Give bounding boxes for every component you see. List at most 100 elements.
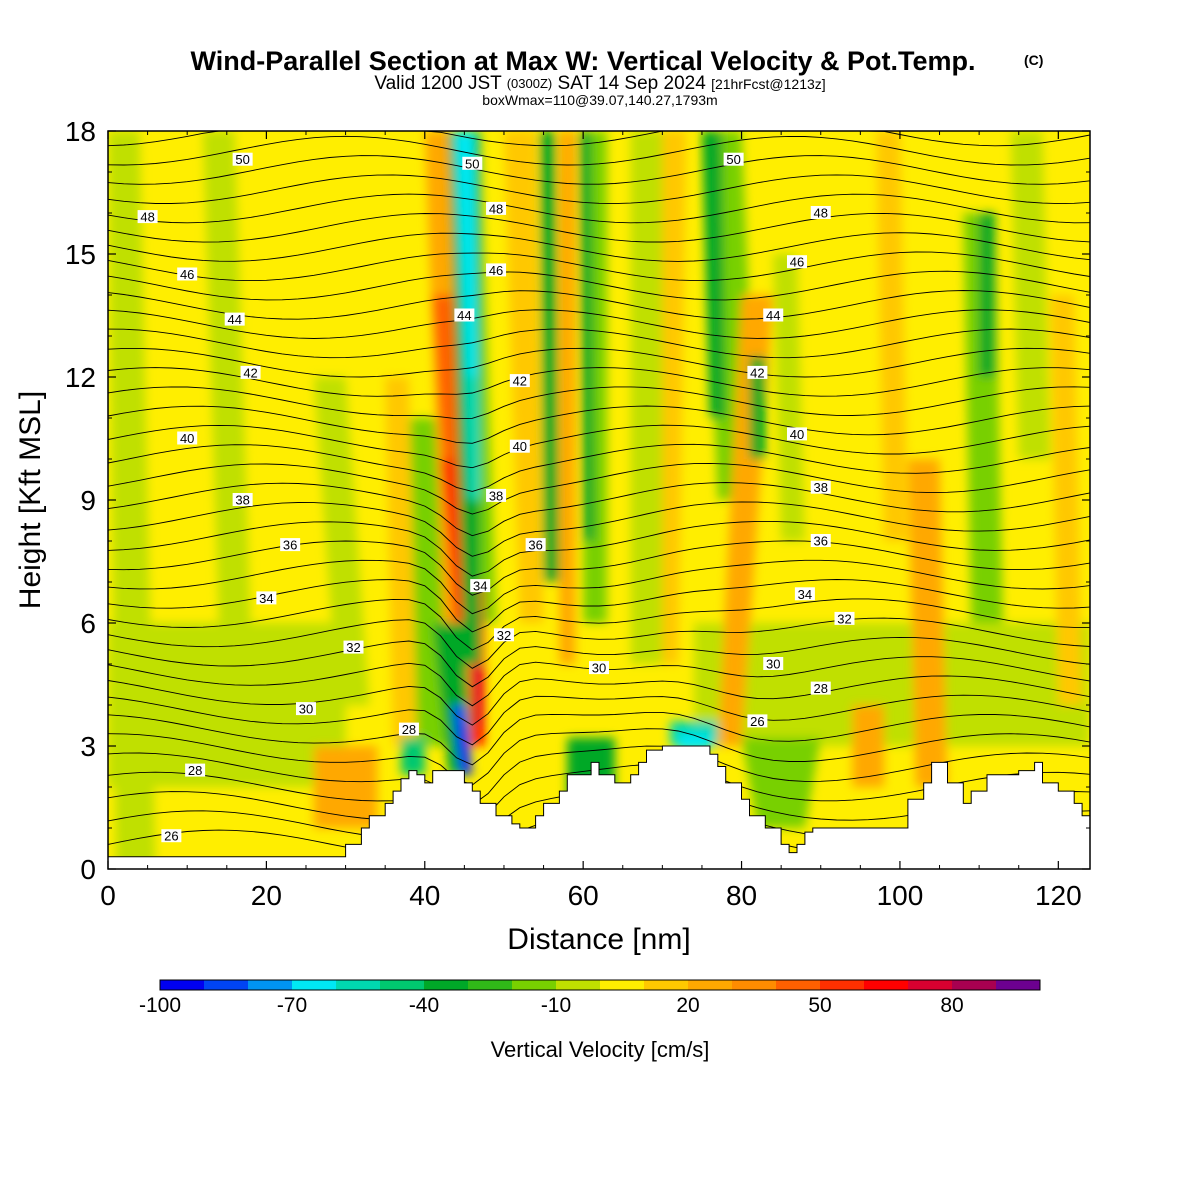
field-band	[1010, 131, 1051, 459]
contour-label-box	[810, 206, 831, 219]
chart-title: Wind-Parallel Section at Max W: Vertical…	[191, 46, 976, 76]
contour-label: 48	[814, 206, 828, 221]
colorbar	[159, 979, 1041, 991]
contour-line	[108, 501, 1090, 557]
contour-label: 34	[259, 591, 273, 606]
contour-label: 40	[790, 427, 804, 442]
contour-label: 42	[513, 374, 527, 389]
contour-label-box	[240, 365, 261, 379]
copyright-mark: (C)	[1024, 52, 1043, 68]
contour-line	[108, 174, 1090, 205]
colorbar-swatch	[160, 980, 205, 990]
colorbar-swatch	[248, 980, 293, 990]
field-band	[1050, 295, 1083, 705]
x-tick-label: 100	[877, 880, 924, 911]
contour-label: 38	[814, 480, 828, 495]
contour-label: 50	[465, 156, 479, 171]
contour-label: 46	[180, 267, 194, 282]
contour-label-box	[177, 267, 198, 281]
contour-label-box	[509, 374, 530, 388]
colorbar-swatch	[204, 980, 249, 990]
colorbar-swatch	[336, 980, 381, 990]
contour-label: 46	[790, 255, 804, 270]
contour-label-box	[509, 439, 530, 453]
field-band	[741, 737, 821, 828]
contour-label: 26	[164, 829, 178, 844]
contour-label: 38	[235, 493, 249, 508]
contour-label: 44	[227, 312, 241, 327]
contour-label-box	[256, 591, 277, 605]
colorbar-tick-label: -70	[277, 994, 307, 1017]
contour-line	[108, 193, 1090, 224]
colorbar-frame	[159, 979, 1041, 991]
contour-line	[108, 232, 1090, 262]
contour-label-box	[161, 829, 182, 843]
colorbar-title: Vertical Velocity [cm/s]	[491, 1037, 710, 1062]
contour-label: 42	[750, 365, 764, 380]
contour-label: 40	[513, 439, 527, 454]
x-tick-label: 80	[726, 880, 757, 911]
x-tick-label: 60	[568, 880, 599, 911]
forecast-info: [21hrFcst@1213z]	[711, 76, 826, 92]
contour-line	[108, 636, 1090, 688]
contour-label: 30	[592, 661, 606, 676]
contour-label-box	[834, 611, 855, 625]
field-band	[108, 623, 346, 787]
contour-line	[108, 540, 1090, 596]
contour-label-box	[747, 365, 768, 379]
contour-label: 44	[766, 308, 780, 323]
y-tick-label: 0	[80, 854, 96, 885]
field-band	[539, 131, 560, 582]
contour-line	[108, 462, 1090, 515]
contour-label: 28	[814, 681, 828, 696]
y-tick-label: 15	[65, 239, 96, 270]
contour-line	[108, 443, 1090, 492]
contour-label-layer: 50 48 46 44 42 40 38 36 34 32 30 28 26 28 50 48 46 44 42 40…	[137, 152, 855, 844]
contour-line	[108, 367, 1090, 397]
contour-label: 46	[489, 263, 503, 278]
contour-label-box	[810, 480, 831, 494]
contour-label: 44	[457, 308, 471, 323]
y-tick-label: 3	[80, 731, 96, 762]
colorbar-tick-label: -100	[139, 994, 181, 1017]
colorbar-swatch	[732, 980, 777, 990]
contour-line	[108, 290, 1090, 320]
field-band	[773, 254, 805, 541]
contour-line	[108, 270, 1090, 301]
contour-line	[108, 711, 1090, 766]
valid-time-subtitle: Valid 1200 JST (0300Z) SAT 14 Sep 2024 […	[374, 72, 825, 94]
contour-label: 48	[489, 201, 503, 216]
contour-line	[108, 598, 1090, 651]
x-tick-label: 40	[409, 880, 440, 911]
field-band	[313, 746, 378, 828]
contour-line	[108, 424, 1090, 469]
contour-label-box	[470, 579, 491, 593]
colorbar-swatch	[776, 980, 821, 990]
colorbar-swatch	[380, 980, 425, 990]
contour-label-box	[280, 538, 301, 552]
contour-label-box	[723, 152, 744, 166]
title-block: Wind-Parallel Section at Max W: Vertical…	[191, 46, 1044, 108]
colorbar-swatch	[600, 980, 645, 990]
contour-label-box	[295, 702, 316, 716]
contour-label-box	[137, 210, 158, 224]
colorbar-labels: -100 -70 -40 -10 20 50 80	[139, 994, 964, 1017]
contour-label-box	[810, 534, 831, 547]
colorbar-tick-label: 50	[808, 994, 831, 1017]
contour-label: 28	[188, 763, 202, 778]
contour-line	[108, 328, 1090, 359]
x-axis-label: Distance [nm]	[507, 923, 690, 956]
y-tick-label: 12	[65, 362, 96, 393]
y-tick-label: 18	[65, 116, 96, 147]
plot-area: 50 48 46 44 42 40 38 36 34 32 30 28 26 28 50 48 46 44 42 40…	[108, 131, 1090, 869]
contour-label: 50	[235, 152, 249, 167]
contour-line	[108, 482, 1090, 537]
contour-label-box	[462, 156, 483, 170]
field-band	[662, 131, 687, 664]
colorbar-swatch	[820, 980, 865, 990]
colorbar-tick-label: 80	[940, 994, 963, 1017]
contour-label-box	[493, 628, 514, 642]
contour-label: 32	[346, 640, 360, 655]
contour-label-box	[525, 538, 546, 552]
contour-label-box	[589, 661, 609, 675]
